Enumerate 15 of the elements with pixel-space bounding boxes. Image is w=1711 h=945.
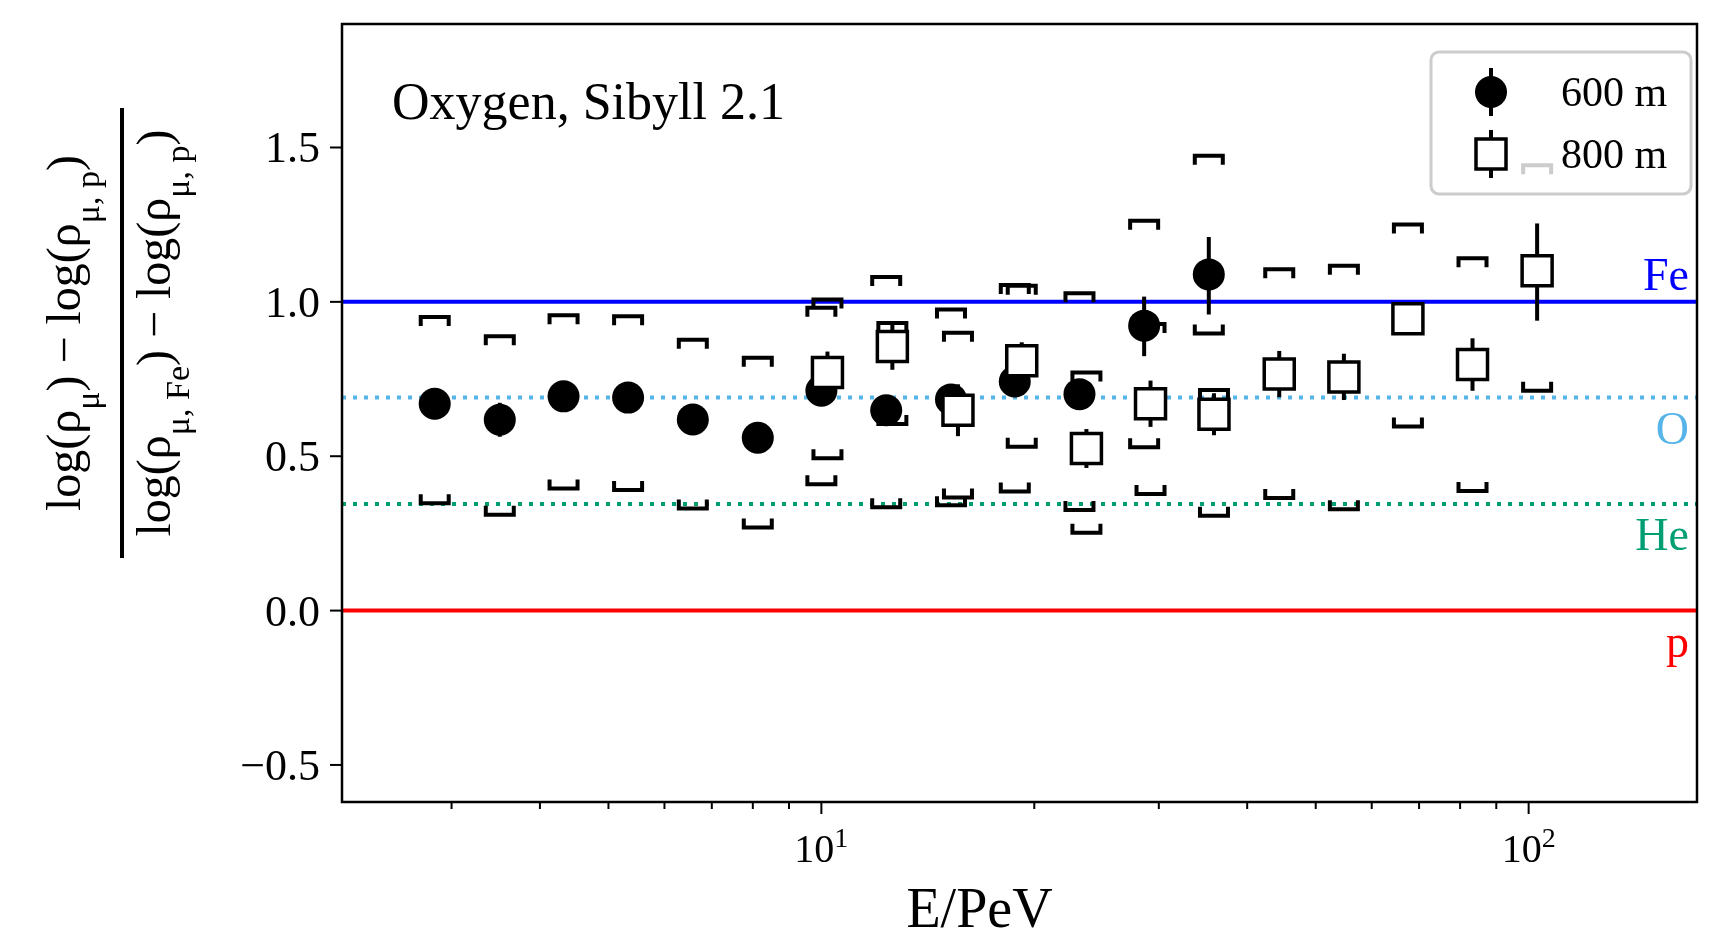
y-tick-label: 1.0 [265,277,320,327]
legend-label: 600 m [1561,69,1668,115]
ref-line-label: O [1655,402,1689,454]
x-tick-label: 10$^{2}$ [1501,821,1556,871]
y-tick-label: 1.5 [265,123,320,173]
ref-line-label: p [1666,615,1689,667]
y-tick-label: −0.5 [240,740,320,790]
ref-line-label: Fe [1643,248,1689,300]
y-tick-label: 0.0 [265,586,320,636]
ref-line-label: He [1635,509,1689,561]
y-tick-label: 0.5 [265,432,320,482]
legend-label: 800 m [1561,131,1668,177]
annotation: Oxygen, Sibyll 2.1 [392,73,785,130]
x-axis-title: E/PeV [906,877,1053,939]
x-tick-label: 10$^{1}$ [794,821,849,871]
